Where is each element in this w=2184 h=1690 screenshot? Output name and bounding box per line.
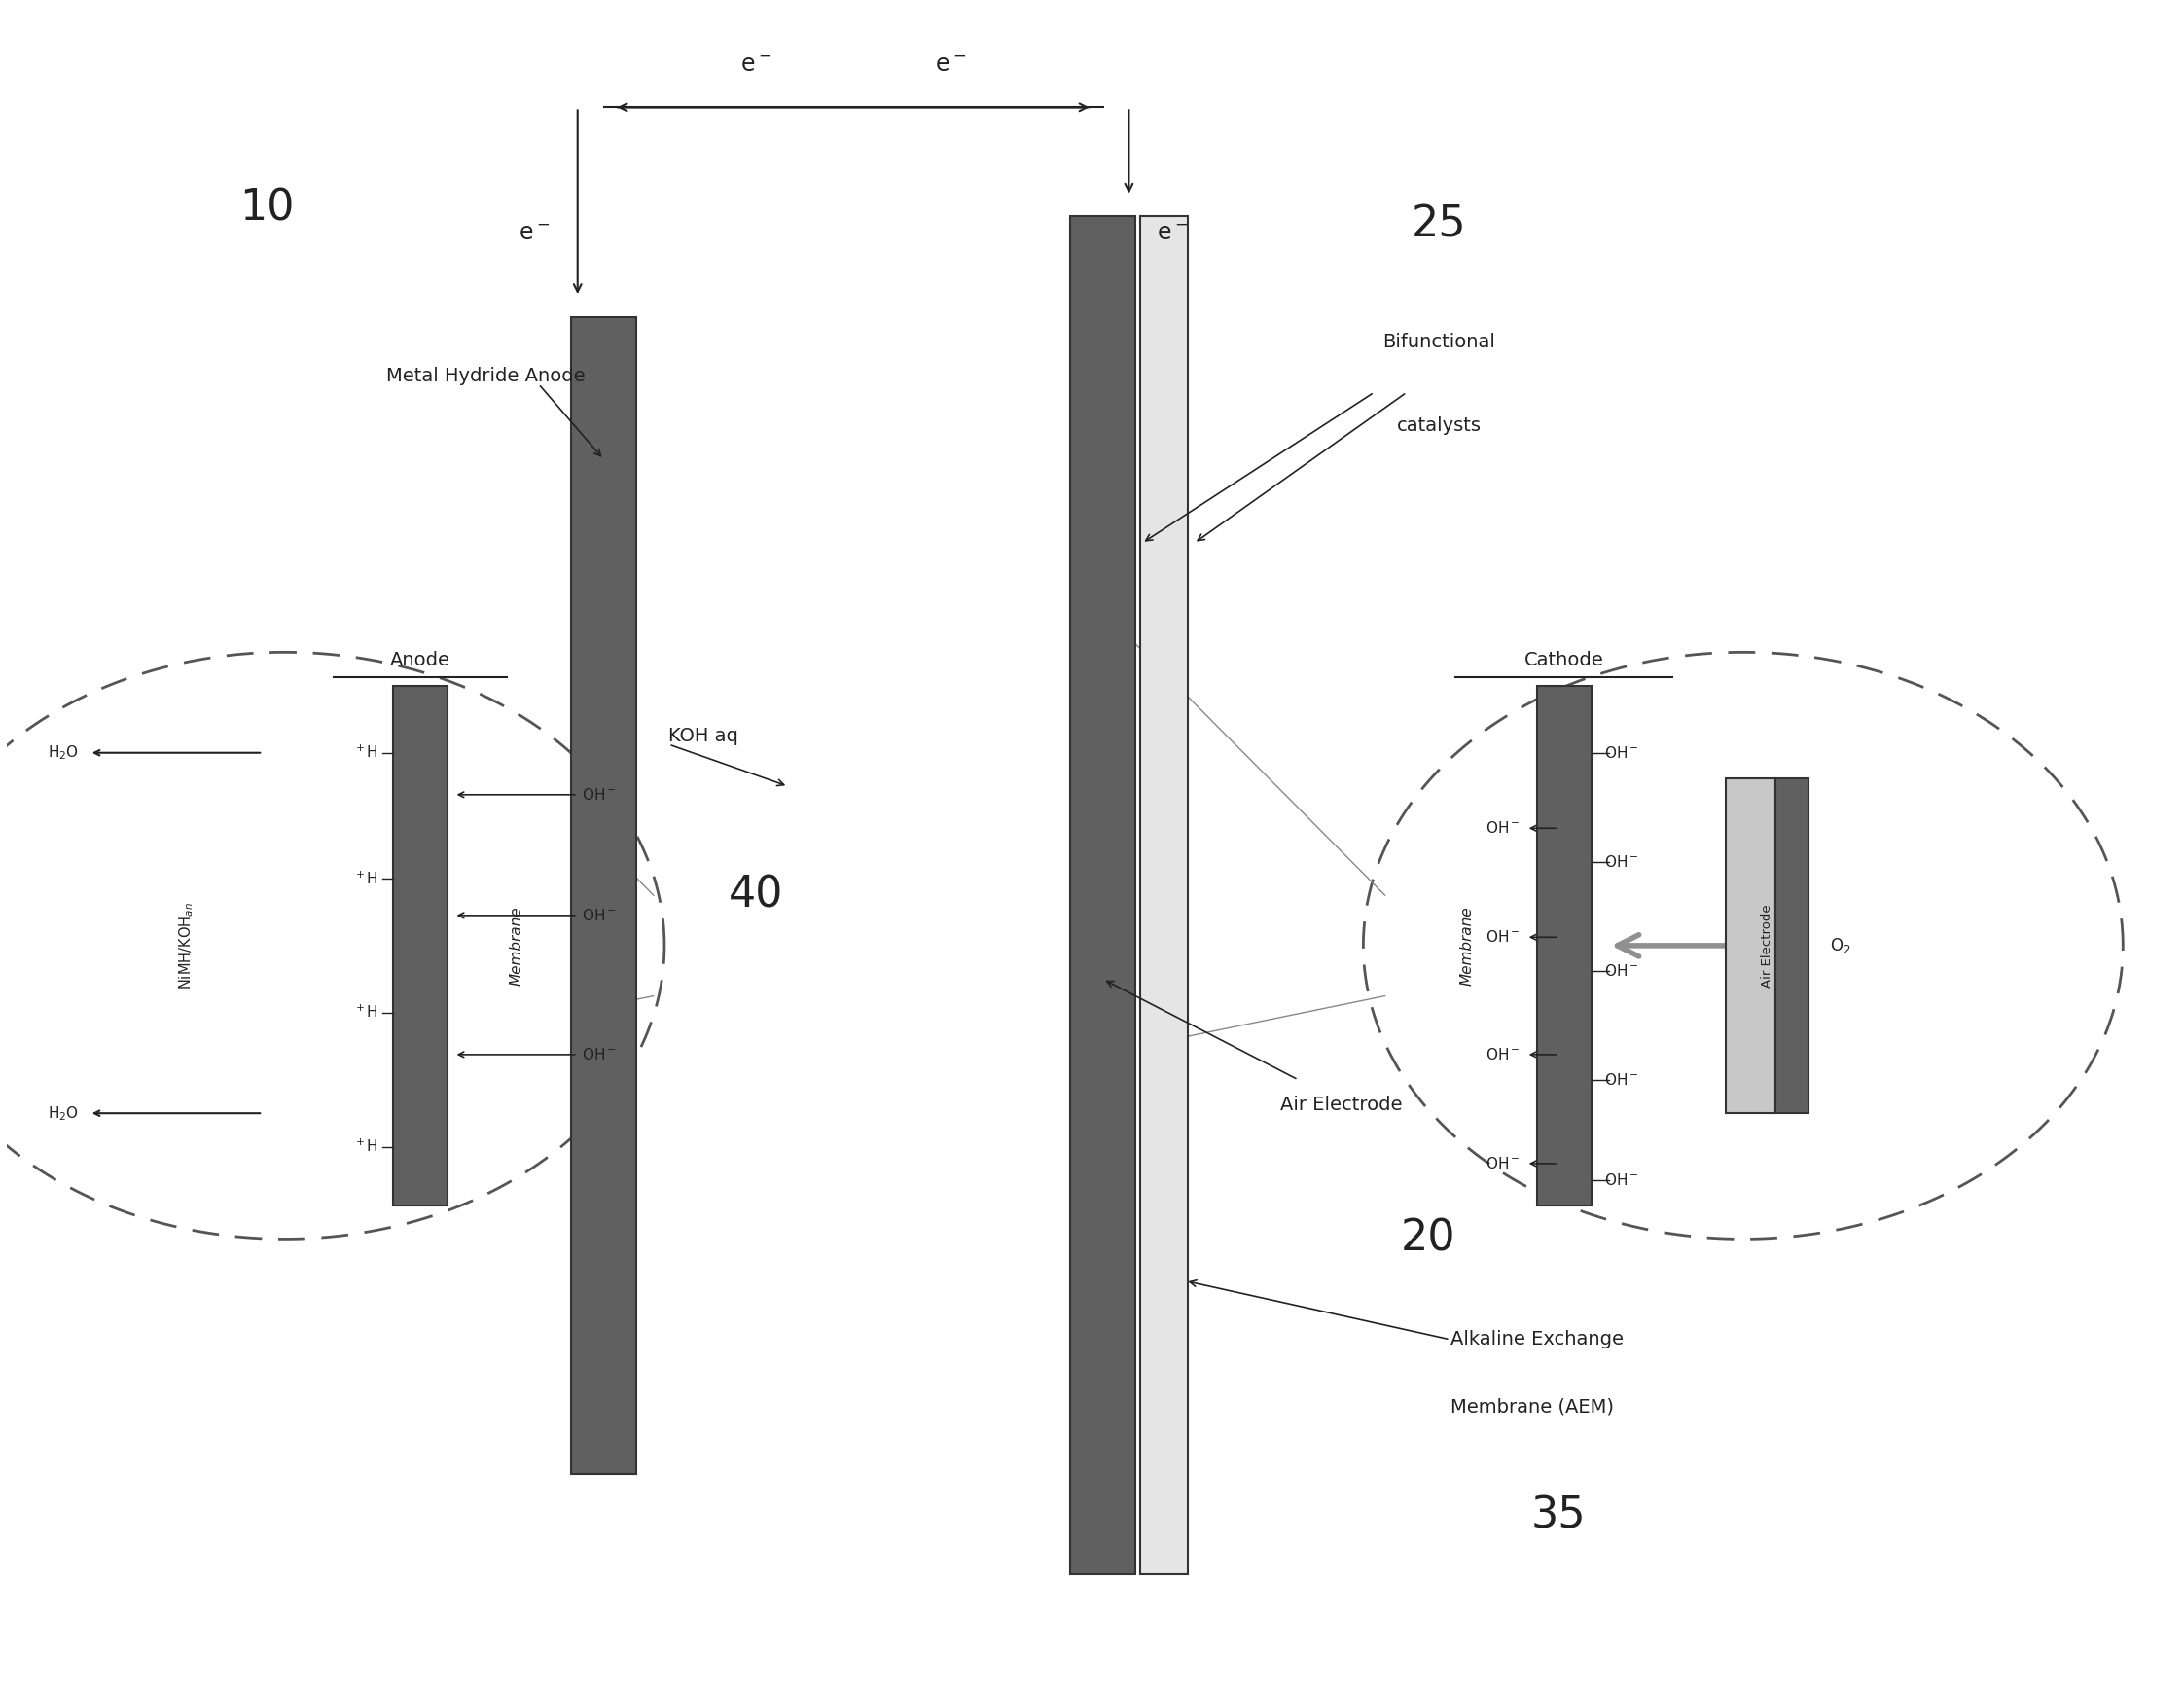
Text: 35: 35 <box>1531 1494 1586 1536</box>
Text: OH$^-$: OH$^-$ <box>581 908 616 923</box>
Text: Cathode: Cathode <box>1524 651 1603 669</box>
Text: 25: 25 <box>1411 204 1468 245</box>
Text: e$^-$: e$^-$ <box>518 221 550 245</box>
Text: H$_2$O: H$_2$O <box>48 1104 79 1122</box>
Text: OH$^-$: OH$^-$ <box>581 1046 616 1063</box>
Text: catalysts: catalysts <box>1398 417 1481 434</box>
Bar <box>393 686 448 1205</box>
Bar <box>1140 216 1188 1575</box>
Text: OH$^-$: OH$^-$ <box>1485 820 1520 837</box>
Text: $^+$H: $^+$H <box>354 1004 378 1021</box>
Text: Air Electrode: Air Electrode <box>1280 1095 1402 1114</box>
Text: e$^-$: e$^-$ <box>1158 221 1188 245</box>
Bar <box>1538 686 1592 1205</box>
Text: 40: 40 <box>727 874 784 916</box>
Text: H$_2$O: H$_2$O <box>48 744 79 762</box>
Bar <box>1070 216 1136 1575</box>
Text: OH$^-$: OH$^-$ <box>1485 1046 1520 1063</box>
Text: $^+$H: $^+$H <box>354 1139 378 1156</box>
Text: OH$^-$: OH$^-$ <box>1605 963 1638 979</box>
Text: 20: 20 <box>1400 1218 1457 1259</box>
Text: Alkaline Exchange: Alkaline Exchange <box>1450 1330 1623 1349</box>
Text: Membrane: Membrane <box>509 906 524 985</box>
Text: NiMH/KOH$_{an}$: NiMH/KOH$_{an}$ <box>177 902 197 989</box>
Bar <box>570 318 636 1474</box>
Text: 10: 10 <box>240 188 295 228</box>
Text: OH$^-$: OH$^-$ <box>1605 1173 1638 1188</box>
Text: OH$^-$: OH$^-$ <box>1485 1156 1520 1171</box>
Text: $^+$H: $^+$H <box>354 870 378 887</box>
Text: Membrane (AEM): Membrane (AEM) <box>1450 1398 1614 1416</box>
Text: e$^-$: e$^-$ <box>935 54 968 78</box>
Text: KOH aq: KOH aq <box>668 727 738 745</box>
Bar <box>1776 777 1808 1114</box>
Text: O$_2$: O$_2$ <box>1830 936 1850 955</box>
Text: Air Electrode: Air Electrode <box>1760 904 1773 987</box>
Bar <box>1725 777 1776 1114</box>
Text: OH$^-$: OH$^-$ <box>1605 853 1638 870</box>
Text: Membrane: Membrane <box>1461 906 1474 985</box>
Text: Anode: Anode <box>391 651 450 669</box>
Text: OH$^-$: OH$^-$ <box>1605 1071 1638 1087</box>
Text: e$^-$: e$^-$ <box>740 54 771 78</box>
Text: $^+$H: $^+$H <box>354 744 378 760</box>
Text: OH$^-$: OH$^-$ <box>581 788 616 803</box>
Text: OH$^-$: OH$^-$ <box>1485 930 1520 945</box>
Text: OH$^-$: OH$^-$ <box>1605 745 1638 761</box>
Text: Bifunctional: Bifunctional <box>1382 333 1496 352</box>
Text: Metal Hydride Anode: Metal Hydride Anode <box>387 367 585 385</box>
